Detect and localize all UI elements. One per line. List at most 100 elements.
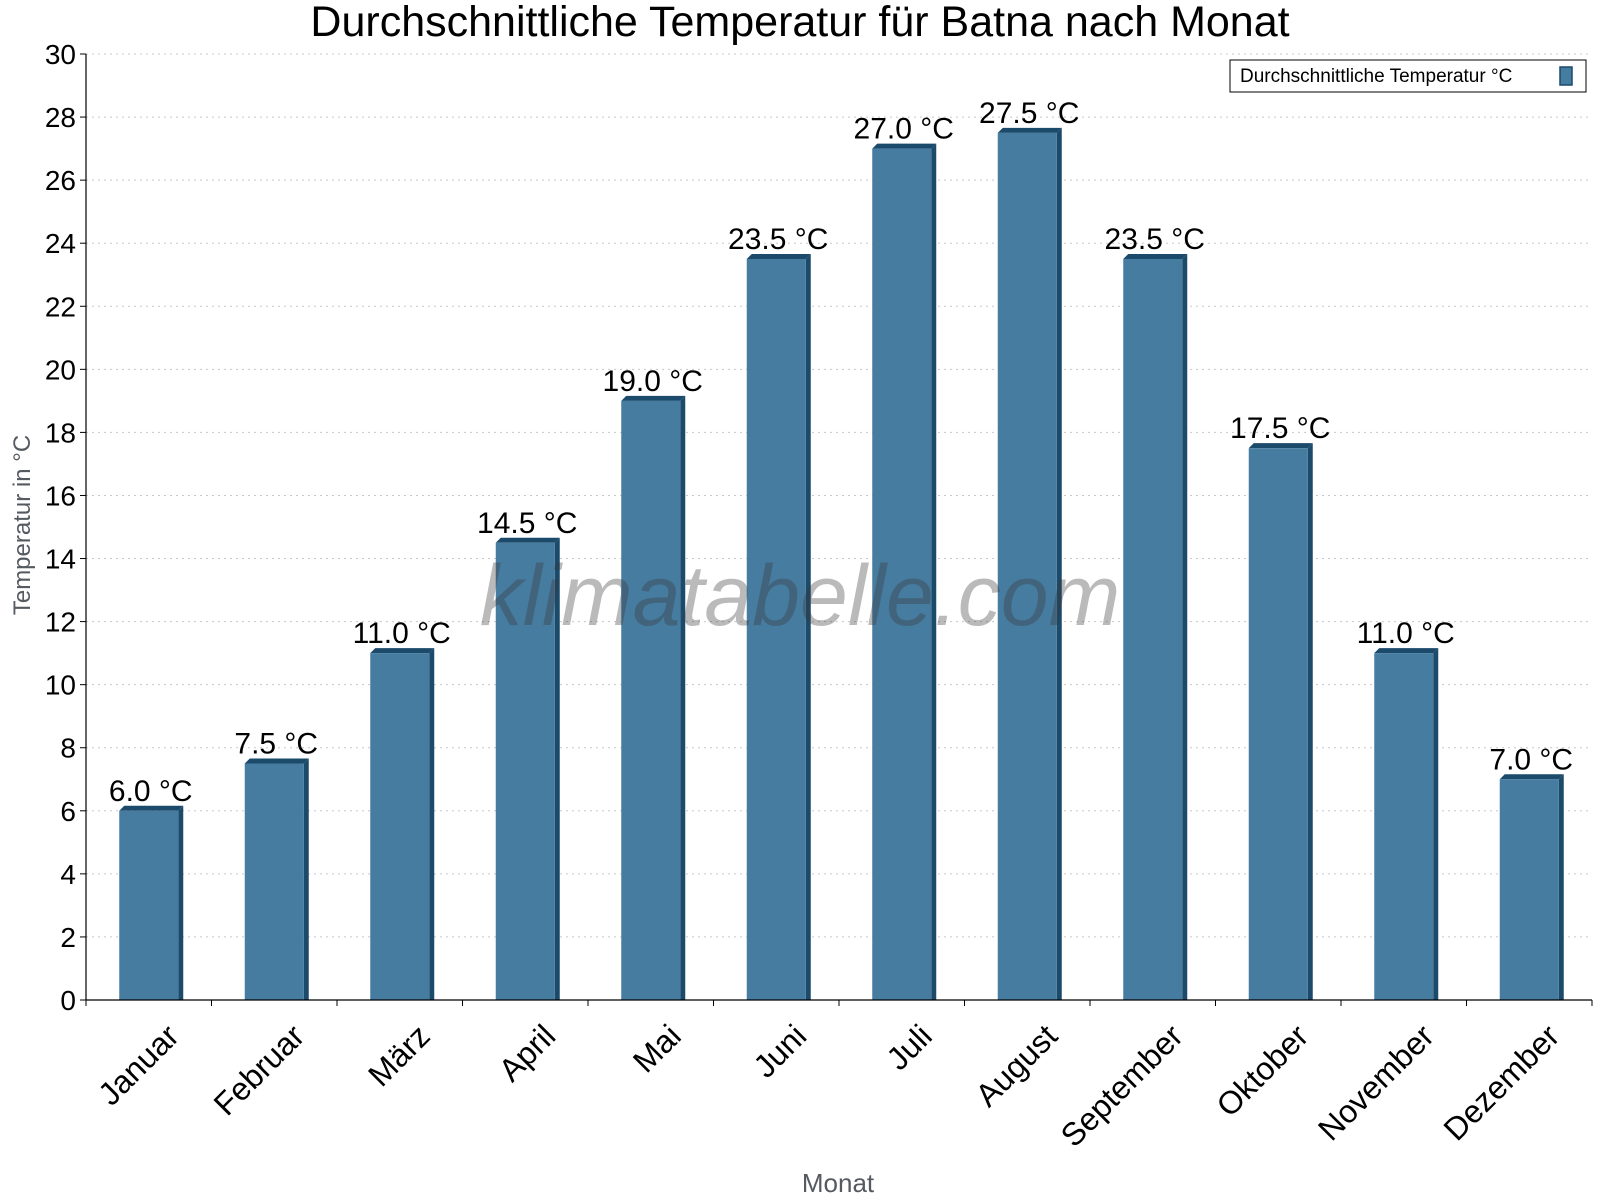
- x-tick-label: November: [1311, 1017, 1441, 1147]
- bar-face: [1123, 258, 1183, 1000]
- bar-top: [746, 253, 811, 259]
- bar-face: [872, 148, 932, 1001]
- bar-side: [1056, 127, 1062, 1001]
- bar-top: [1123, 253, 1188, 259]
- bar-top: [244, 758, 309, 764]
- x-tick-label: Januar: [91, 1017, 186, 1112]
- bar-side: [429, 648, 435, 1000]
- bar-face: [1374, 653, 1434, 1000]
- bar-side: [554, 537, 560, 1000]
- data-label: 27.0 °C: [854, 113, 954, 146]
- legend-swatch: [1559, 66, 1573, 86]
- y-tick-label: 18: [45, 417, 76, 448]
- watermark-text: klimatabelle.com: [480, 548, 1120, 644]
- x-tick-label: April: [492, 1018, 563, 1089]
- bar-side: [1433, 648, 1439, 1000]
- y-tick-label: 26: [45, 165, 76, 196]
- y-tick-label: 24: [45, 228, 76, 259]
- legend-box: [1229, 59, 1587, 93]
- y-tick-label: 10: [45, 670, 76, 701]
- data-label: 11.0 °C: [1357, 617, 1455, 650]
- bar-top: [621, 395, 686, 401]
- bar-face: [621, 400, 681, 1000]
- legend-label: Durchschnittliche Temperatur °C: [1240, 66, 1512, 87]
- bar-top: [119, 805, 184, 811]
- bar-side: [1182, 253, 1188, 1000]
- y-tick-label: 4: [60, 859, 76, 890]
- bars: [119, 127, 1564, 1001]
- bar-side: [931, 143, 937, 1001]
- y-tick-label: 22: [45, 291, 76, 322]
- y-axis-label: Temperatur in °C: [9, 435, 36, 615]
- y-tick-label: 8: [60, 733, 76, 764]
- bar-side: [178, 805, 184, 1000]
- data-label: 7.0 °C: [1489, 743, 1573, 776]
- bar: [370, 648, 435, 1000]
- y-tick-label: 6: [60, 796, 76, 827]
- bar-side: [303, 758, 309, 1000]
- y-tick-label: 20: [45, 354, 76, 385]
- bar: [997, 127, 1062, 1001]
- bar-top: [1374, 648, 1439, 654]
- bar-top: [1499, 774, 1564, 780]
- bar-face: [495, 542, 555, 1000]
- data-label: 17.5 °C: [1230, 412, 1330, 445]
- y-tick-label: 30: [45, 39, 76, 70]
- data-label: 19.0 °C: [603, 365, 703, 398]
- bar: [495, 537, 560, 1000]
- data-label: 6.0 °C: [109, 775, 193, 808]
- data-label: 14.5 °C: [477, 507, 577, 540]
- data-label: 27.5 °C: [979, 97, 1079, 130]
- x-axis-ticks: Januar Februar März April Mai Juni Juli AugustS…: [85, 1000, 1593, 1154]
- x-tick-label: August: [968, 1018, 1064, 1114]
- bar: [244, 758, 309, 1000]
- bar-top: [370, 648, 435, 654]
- x-tick-label: Mai: [626, 1018, 688, 1080]
- y-tick-label: 16: [45, 480, 76, 511]
- x-tick-label: September: [1054, 1017, 1190, 1153]
- bar: [1374, 648, 1439, 1000]
- y-tick-label: 0: [60, 985, 76, 1016]
- data-labels: 6.0 °C 7.5 °C 11.0 °C 14.5 °C 19.0 °C 23.5 °C…: [109, 97, 1573, 808]
- bar-top: [1248, 443, 1313, 449]
- bar-top: [495, 537, 560, 543]
- bar-face: [1499, 779, 1559, 1000]
- x-tick-label: Februar: [207, 1017, 312, 1122]
- data-label: 23.5 °C: [728, 223, 828, 256]
- data-label: 11.0 °C: [353, 617, 451, 650]
- legend: Durchschnittliche Temperatur °C: [1229, 59, 1587, 93]
- bar-face: [746, 258, 806, 1000]
- chart-title: Durchschnittliche Temperatur für Batna n…: [310, 0, 1289, 46]
- data-label: 7.5 °C: [234, 728, 318, 761]
- y-tick-label: 14: [45, 544, 76, 575]
- bar: [872, 143, 937, 1001]
- y-tick-label: 12: [45, 607, 76, 638]
- bar-side: [680, 395, 686, 1000]
- bar: [1123, 253, 1188, 1000]
- bar-top: [872, 143, 937, 149]
- bar-side: [805, 253, 811, 1000]
- data-label: 23.5 °C: [1105, 223, 1205, 256]
- bar: [1499, 774, 1564, 1000]
- bar-face: [370, 653, 430, 1000]
- bar-face: [997, 132, 1057, 1001]
- y-tick-label: 2: [60, 922, 76, 953]
- grid-lines: [86, 53, 1592, 938]
- bar-face: [244, 763, 304, 1000]
- x-axis-label: Monat: [802, 1168, 875, 1198]
- y-tick-label: 28: [45, 102, 76, 133]
- x-tick-label: Dezember: [1436, 1017, 1566, 1147]
- axes: [85, 54, 1592, 1001]
- x-tick-label: Oktober: [1209, 1017, 1315, 1123]
- bar: [119, 805, 184, 1000]
- bar: [746, 253, 811, 1000]
- bar-face: [1248, 448, 1308, 1001]
- bar-top: [997, 127, 1062, 133]
- x-tick-label: Juni: [746, 1018, 813, 1085]
- bar-face: [119, 810, 179, 1000]
- bar-side: [1307, 443, 1313, 1001]
- x-tick-label: Juli: [879, 1018, 938, 1077]
- bar-side: [1558, 774, 1564, 1000]
